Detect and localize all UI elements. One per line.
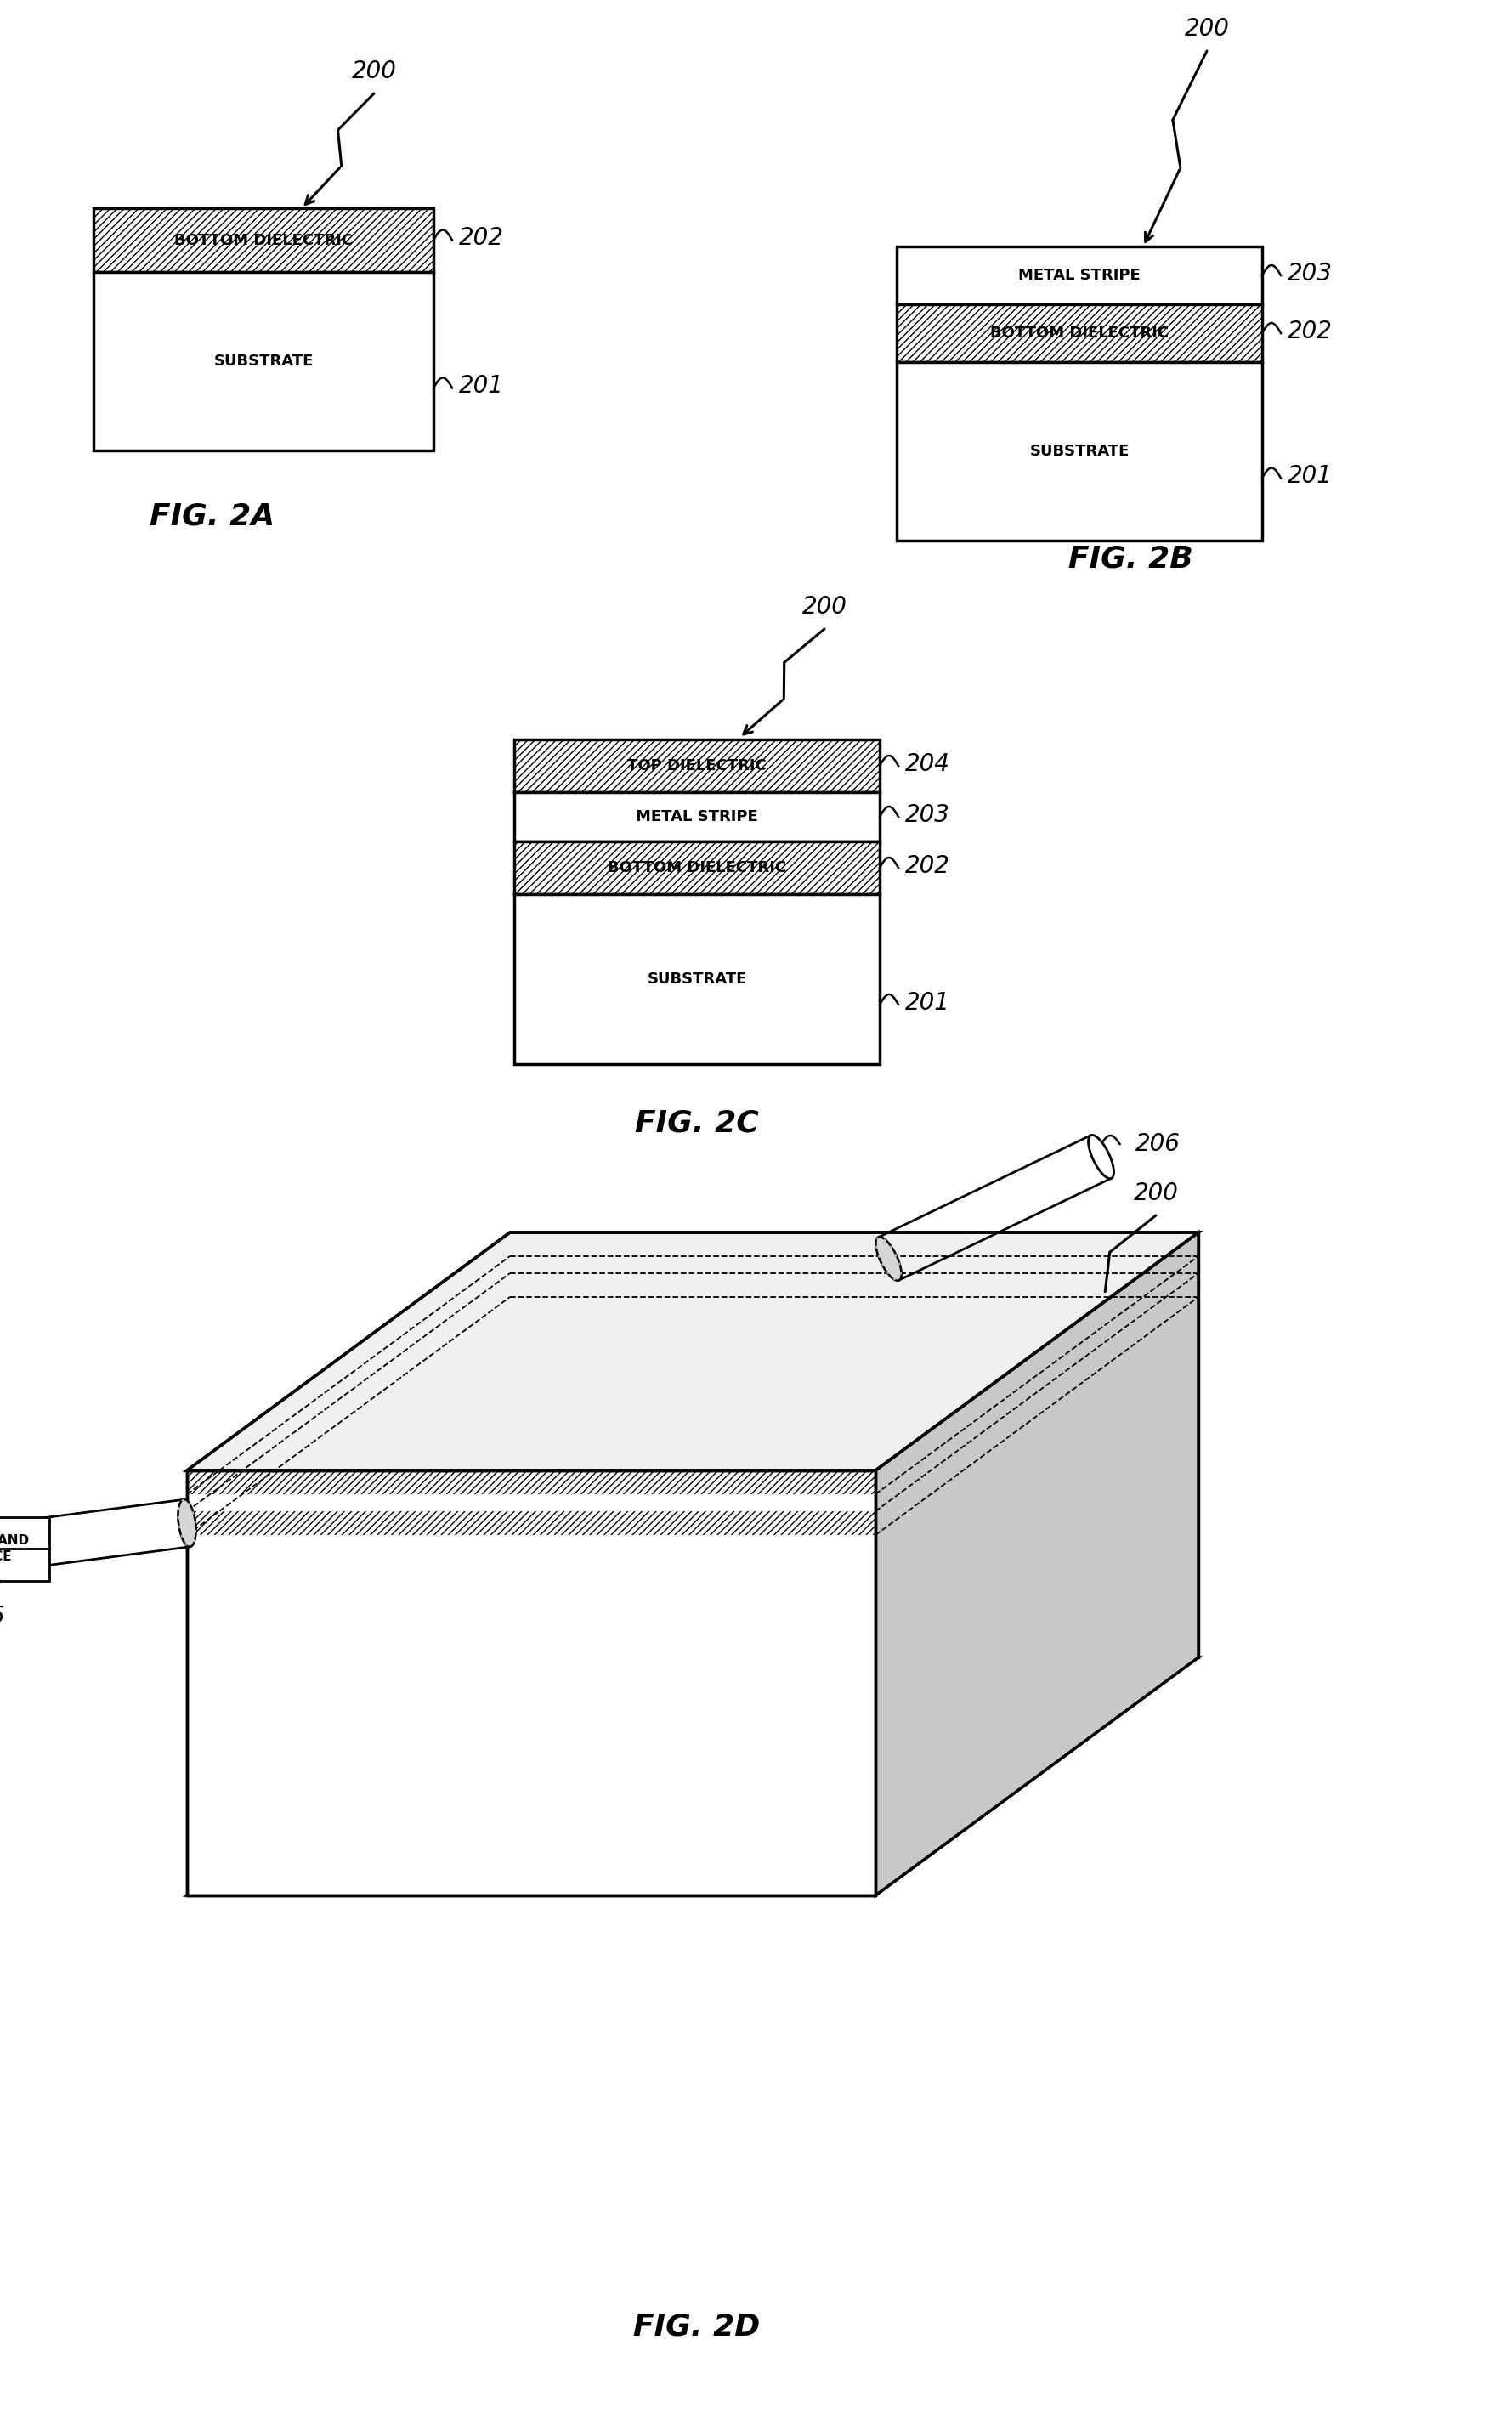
Text: 202: 202: [460, 227, 503, 251]
Bar: [94, 273, 434, 451]
Bar: [897, 362, 1263, 541]
Text: 200: 200: [1134, 1182, 1178, 1204]
Text: SUBSTRATE: SUBSTRATE: [1030, 444, 1129, 458]
Bar: [514, 842, 880, 895]
Text: 201: 201: [1288, 463, 1332, 487]
Text: 202: 202: [906, 854, 950, 878]
Text: TOP DIELECTRIC: TOP DIELECTRIC: [627, 758, 767, 775]
Bar: [897, 304, 1263, 362]
Bar: [897, 246, 1263, 304]
Text: 206: 206: [1136, 1132, 1179, 1156]
Bar: [514, 895, 880, 1064]
Text: 200: 200: [351, 60, 396, 84]
Polygon shape: [178, 1498, 195, 1547]
Bar: [187, 1511, 875, 1535]
Text: BOTTOM DIELECTRIC: BOTTOM DIELECTRIC: [608, 859, 786, 876]
Bar: [514, 738, 880, 791]
Text: 200: 200: [801, 596, 847, 618]
Text: BROADBAND
SOURCE: BROADBAND SOURCE: [0, 1535, 29, 1564]
Text: 201: 201: [460, 374, 503, 398]
Text: METAL STRIPE: METAL STRIPE: [1018, 268, 1140, 282]
Bar: [0, 1518, 48, 1581]
Text: 204: 204: [906, 753, 950, 777]
Bar: [94, 208, 434, 273]
Text: 203: 203: [1288, 261, 1332, 285]
Polygon shape: [875, 1233, 1199, 1894]
Text: METAL STRIPE: METAL STRIPE: [637, 808, 758, 825]
Polygon shape: [875, 1238, 901, 1281]
Text: 203: 203: [906, 804, 950, 828]
Text: FIG. 2D: FIG. 2D: [634, 2312, 761, 2341]
Text: FIG. 2A: FIG. 2A: [150, 502, 275, 531]
Polygon shape: [187, 1233, 1199, 1470]
Bar: [187, 1470, 875, 1494]
Polygon shape: [187, 1470, 875, 1894]
Text: BOTTOM DIELECTRIC: BOTTOM DIELECTRIC: [174, 232, 352, 249]
Text: FIG. 2B: FIG. 2B: [1067, 543, 1193, 572]
Text: FIG. 2C: FIG. 2C: [635, 1110, 759, 1139]
Text: SUBSTRATE: SUBSTRATE: [213, 355, 313, 369]
Bar: [187, 1494, 875, 1511]
Bar: [187, 1470, 875, 1494]
Polygon shape: [510, 1233, 1199, 1658]
Text: 201: 201: [906, 992, 950, 1016]
Bar: [187, 1511, 875, 1535]
Bar: [514, 791, 880, 842]
Polygon shape: [875, 1238, 901, 1281]
Text: SUBSTRATE: SUBSTRATE: [647, 972, 747, 987]
Bar: [94, 208, 434, 273]
Polygon shape: [1089, 1134, 1114, 1178]
Text: 205: 205: [0, 1605, 6, 1629]
Text: 200: 200: [1184, 17, 1229, 41]
Bar: [897, 304, 1263, 362]
Polygon shape: [178, 1498, 195, 1547]
Polygon shape: [187, 1658, 1199, 1894]
Bar: [514, 842, 880, 895]
Bar: [514, 738, 880, 791]
Text: 202: 202: [1288, 319, 1332, 343]
Text: BOTTOM DIELECTRIC: BOTTOM DIELECTRIC: [990, 326, 1169, 340]
